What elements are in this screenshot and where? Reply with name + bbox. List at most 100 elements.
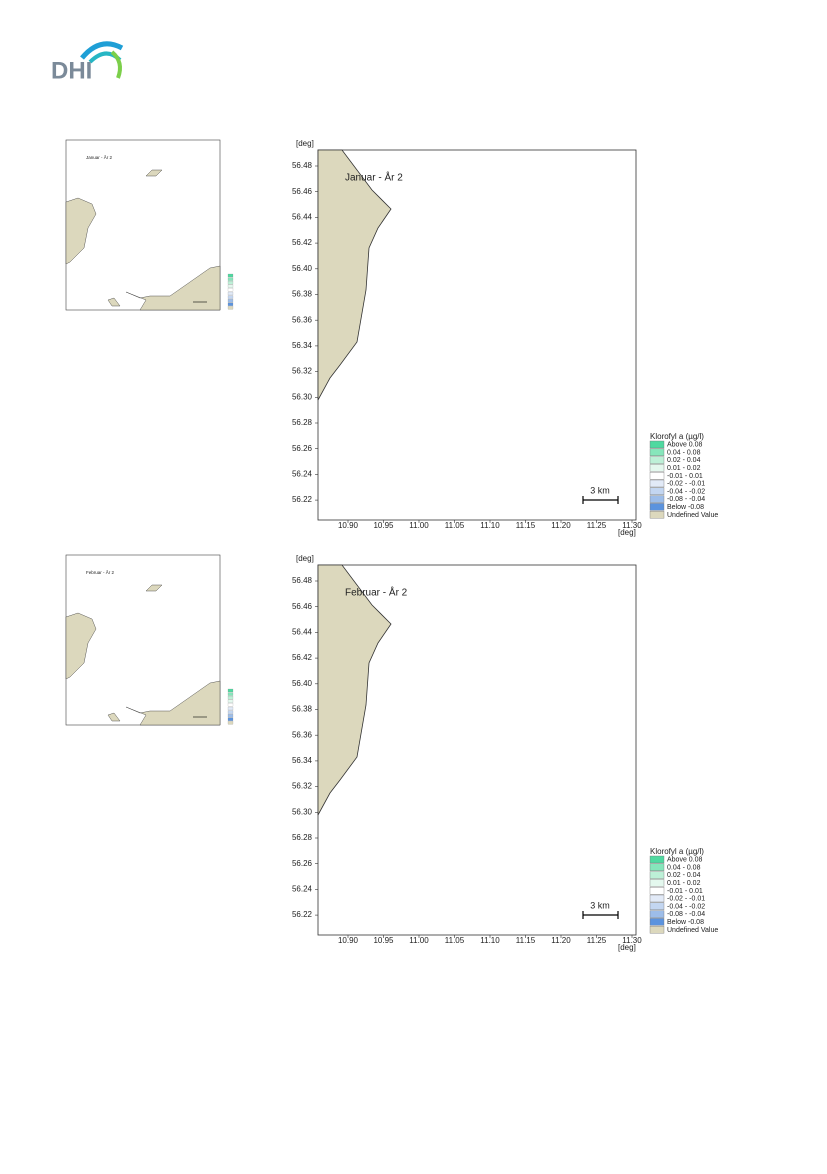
x-tick-label: 11.25: [587, 936, 607, 945]
legend-swatch: [649, 887, 665, 895]
x-tick-label: 11.15: [516, 936, 536, 945]
legend-swatch: [649, 894, 665, 903]
overview-legend-swatch: [227, 277, 234, 281]
overview-title: Februar - År 2: [86, 569, 115, 575]
legend-label: 0.04 - 0.08: [667, 449, 701, 456]
land: [317, 149, 392, 401]
overview-title: Januar - År 2: [86, 154, 113, 160]
y-tick-label: 56.26: [292, 444, 313, 453]
legend-title: Klorofyl a (µg/l): [650, 432, 704, 441]
overview-legend-swatch: [227, 291, 234, 296]
map-title: Januar - År 2: [345, 171, 403, 184]
overview-legend-swatch: [227, 302, 234, 306]
legend-label: -0.08 - -0.04: [667, 496, 705, 503]
panel: Februar - År 2 Februar - År 2 [deg] [deg] 56…: [65, 554, 718, 952]
y-unit: [deg]: [296, 554, 314, 563]
scale-bar: [582, 911, 619, 919]
overview-map: Februar - År 2: [65, 554, 234, 726]
legend-label: Above 0.08: [667, 857, 703, 864]
x-tick-label: 11.10: [480, 521, 500, 530]
x-tick-label: 11.15: [516, 521, 536, 530]
overview-legend-swatch: [227, 706, 234, 711]
main-map: Januar - År 2 [deg] [deg] 56.48 56.46 56.44 56…: [292, 139, 642, 537]
legend-swatch: [649, 926, 665, 934]
overview-legend-swatch: [227, 273, 234, 278]
legend: Klorofyl a (µg/l)Above 0.080.04 - 0.080.…: [649, 847, 718, 934]
legend-swatch: [649, 472, 665, 480]
legend-swatch: [649, 871, 665, 879]
x-tick-label: 11.30: [622, 521, 642, 530]
x-tick-label: 11.00: [409, 936, 429, 945]
legend-swatch: [649, 863, 665, 871]
land: [125, 680, 221, 726]
y-tick-label: 56.38: [292, 705, 313, 714]
overview-legend-swatch: [227, 299, 234, 303]
logo-wave: [110, 50, 122, 79]
y-tick-label: 56.24: [292, 470, 313, 479]
y-tick-label: 56.36: [292, 315, 313, 324]
y-tick-label: 56.48: [292, 161, 313, 170]
y-tick-label: 56.44: [292, 213, 313, 222]
y-tick-label: 56.30: [292, 807, 313, 816]
legend-label: 0.01 - 0.02: [667, 465, 701, 472]
panel: Januar - År 2 Januar - År 2 [deg] [deg] 56.4…: [65, 139, 718, 537]
legend-label: -0.01 - 0.01: [667, 888, 703, 895]
scale-bar-label: 3 km: [590, 485, 610, 495]
y-tick-label: 56.40: [292, 679, 313, 688]
land: [145, 169, 163, 177]
x-unit: [deg]: [618, 943, 636, 952]
land: [65, 612, 97, 680]
y-tick-label: 56.42: [292, 653, 313, 662]
legend-swatch: [649, 902, 665, 910]
logo-wave: [80, 41, 124, 60]
x-tick-label: 10.95: [373, 521, 394, 530]
y-tick-label: 56.28: [292, 418, 313, 427]
logo-text: DHI: [51, 57, 92, 84]
y-tick-label: 56.34: [292, 341, 313, 350]
overview-legend-swatch: [227, 717, 234, 721]
logo: DHI: [51, 41, 124, 84]
x-tick-label: 11.05: [445, 521, 465, 530]
legend-swatch: [649, 879, 665, 887]
overview-legend-swatch: [227, 703, 234, 707]
legend-swatch: [649, 503, 665, 511]
overview-legend-swatch: [227, 295, 234, 299]
legend-title: Klorofyl a (µg/l): [650, 847, 704, 856]
land: [317, 564, 392, 816]
legend-label: -0.01 - 0.01: [667, 473, 703, 480]
overview-legend-swatch: [227, 288, 234, 292]
legend-label: Undefined Value: [667, 512, 718, 519]
map-title: Februar - År 2: [345, 586, 408, 599]
legend-swatch: [649, 479, 665, 488]
legend-label: -0.08 - -0.04: [667, 911, 705, 918]
legend-label: 0.01 - 0.02: [667, 880, 701, 887]
overview-map: Januar - År 2: [65, 139, 234, 311]
legend-swatch: [649, 918, 665, 926]
overview-legend-swatch: [227, 281, 234, 285]
overview-legend-swatch: [227, 721, 234, 725]
legend-label: 0.04 - 0.08: [667, 864, 701, 871]
land: [65, 197, 97, 265]
y-tick-label: 56.22: [292, 910, 313, 919]
land: [125, 265, 221, 311]
legend-swatch: [649, 448, 665, 456]
legend-swatch: [649, 440, 665, 449]
legend-label: 0.02 - 0.04: [667, 872, 701, 879]
x-tick-label: 11.30: [622, 936, 642, 945]
overview-legend-swatch: [227, 688, 234, 693]
x-tick-label: 11.25: [587, 521, 607, 530]
legend-swatch: [649, 855, 665, 864]
y-tick-label: 56.32: [292, 782, 313, 791]
overview-legend-swatch: [227, 284, 234, 288]
legend-label: -0.04 - -0.02: [667, 903, 705, 910]
y-tick-label: 56.40: [292, 264, 313, 273]
y-tick-label: 56.34: [292, 756, 313, 765]
legend-label: Below -0.08: [667, 504, 704, 511]
legend-label: Above 0.08: [667, 442, 703, 449]
legend-swatch: [649, 487, 665, 495]
land: [107, 712, 121, 722]
land: [145, 584, 163, 592]
overview-legend-swatch: [227, 710, 234, 714]
y-tick-label: 56.46: [292, 187, 313, 196]
